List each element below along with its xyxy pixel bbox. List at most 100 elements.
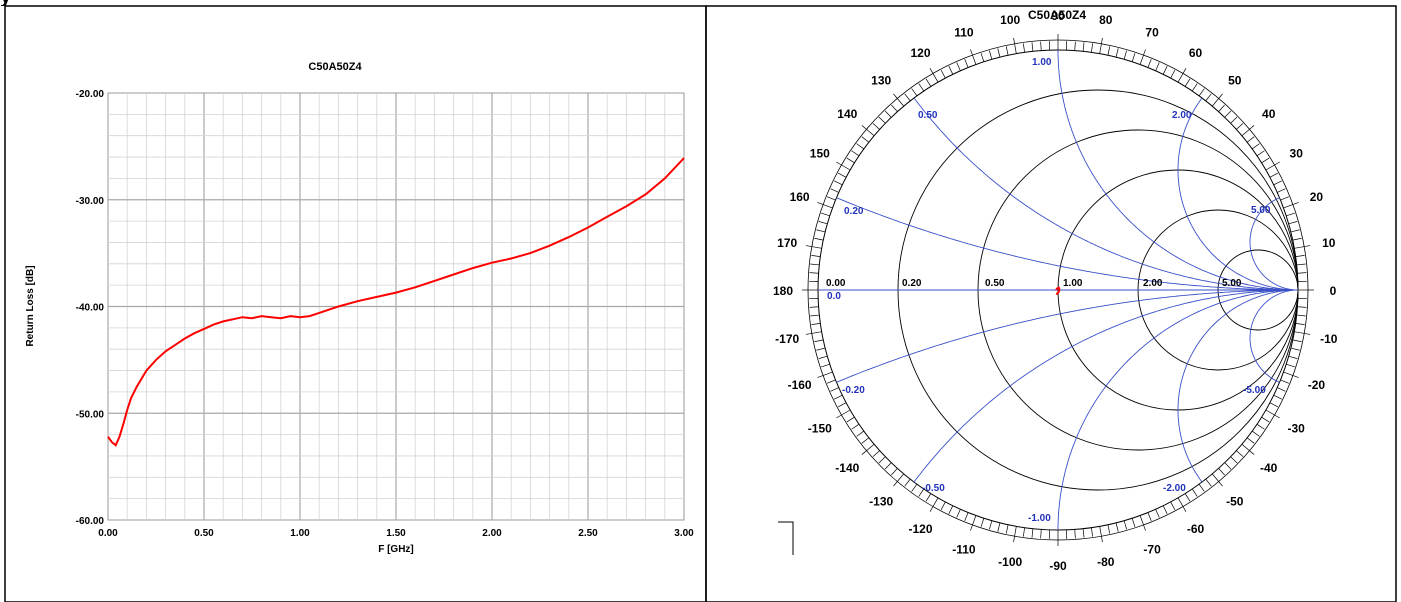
smith-reactance-arc bbox=[1249, 289, 1297, 383]
smith-angle-label-26: -40 bbox=[1260, 461, 1278, 475]
smith-angle-label-27: -130 bbox=[869, 495, 893, 509]
smith-angle-label-0: 90 bbox=[1051, 9, 1065, 23]
return-loss-chart-title: C50A50Z4 bbox=[308, 61, 362, 73]
smith-tick-mark bbox=[1162, 66, 1168, 75]
smith-tick-mark bbox=[1177, 497, 1187, 512]
smith-tick-mark bbox=[1256, 150, 1265, 157]
smith-tick-mark bbox=[1261, 416, 1270, 423]
return-loss-y-ticks: -20.00 -30.00 -40.00 -50.00 -60.00 bbox=[76, 89, 105, 527]
smith-tick-mark bbox=[1099, 526, 1103, 543]
return-loss-grid bbox=[108, 93, 684, 520]
smith-x-label-neg0.2: -0.20 bbox=[842, 385, 865, 396]
smith-tick-mark bbox=[1198, 483, 1205, 492]
smith-tick-mark bbox=[810, 314, 820, 317]
smith-tick-mark bbox=[1251, 430, 1260, 437]
smith-tick-mark bbox=[856, 430, 865, 437]
smith-r-label-2: 0.50 bbox=[985, 278, 1005, 289]
smith-tick-mark bbox=[980, 518, 985, 527]
smith-angle-label-2: 80 bbox=[1099, 13, 1113, 27]
smith-tick-mark bbox=[861, 136, 870, 143]
x-tick-label: 3.00 bbox=[674, 528, 694, 539]
smith-tick-mark bbox=[989, 50, 993, 60]
smith-tick-mark bbox=[1218, 104, 1225, 112]
smith-tick-mark bbox=[1218, 468, 1225, 476]
cutoff-heading: y bbox=[0, 0, 22, 6]
smith-tick-mark bbox=[1288, 221, 1298, 225]
smith-r-label-0: 0.00 bbox=[826, 278, 846, 289]
smith-tick-mark bbox=[1191, 83, 1198, 92]
smith-tick-mark bbox=[1295, 254, 1305, 257]
return-loss-chart: C50A50Z4 -20.00-30.00-40.00-50.00-60.00 … bbox=[25, 61, 694, 555]
smith-tick-mark bbox=[1022, 527, 1025, 537]
smith-x-label-neg0.5: -0.50 bbox=[922, 483, 945, 494]
smith-tick-mark bbox=[836, 161, 851, 171]
smith-tick-mark bbox=[1290, 229, 1300, 233]
smith-tick-mark bbox=[918, 488, 925, 497]
smith-tick-mark bbox=[805, 245, 822, 249]
smith-tick-mark bbox=[1297, 306, 1307, 308]
smith-reactance-arc bbox=[836, 289, 1297, 383]
cutoff-heading-text: y bbox=[0, 0, 22, 6]
smith-angle-label-25: -140 bbox=[835, 461, 859, 475]
smith-tick-mark bbox=[925, 493, 932, 502]
smith-tick-mark bbox=[1290, 347, 1300, 351]
smith-tick-mark bbox=[846, 157, 855, 164]
smith-tick-mark bbox=[1295, 323, 1305, 326]
smith-tick-mark bbox=[1280, 379, 1289, 384]
smith-tick-mark bbox=[878, 456, 886, 464]
smith-tick-mark bbox=[997, 522, 1001, 532]
smith-tick-mark bbox=[1236, 123, 1244, 130]
return-loss-x-axis-label: F [GHz] bbox=[378, 544, 414, 555]
y-tick-label: -60.00 bbox=[76, 516, 105, 527]
smith-tick-mark bbox=[816, 229, 826, 233]
smith-tick-mark bbox=[980, 53, 985, 62]
x-tick-label: 0.50 bbox=[194, 528, 214, 539]
right-cell-border bbox=[705, 5, 1397, 602]
smith-x-label-0.5: 0.50 bbox=[918, 110, 938, 121]
smith-tick-mark bbox=[834, 180, 843, 186]
smith-tick-mark bbox=[1091, 43, 1094, 53]
smith-tick-mark bbox=[1170, 69, 1176, 79]
smith-tick-mark bbox=[1256, 423, 1265, 430]
smith-tick-mark bbox=[925, 78, 932, 87]
smith-angle-label-3: 110 bbox=[954, 26, 974, 40]
smith-tick-mark bbox=[1022, 43, 1025, 53]
smith-tick-mark bbox=[1277, 387, 1286, 392]
smith-tick-mark bbox=[830, 188, 839, 193]
smith-tick-mark bbox=[1277, 188, 1286, 193]
smith-tick-mark bbox=[818, 355, 828, 359]
smith-tick-mark bbox=[1269, 402, 1279, 408]
smith-tick-mark bbox=[1297, 272, 1307, 274]
smith-angle-label-31: -110 bbox=[952, 542, 976, 556]
smith-tick-mark bbox=[1283, 371, 1299, 378]
smith-tick-mark bbox=[1074, 41, 1076, 51]
smith-tick-mark bbox=[1082, 42, 1085, 52]
smith-tick-mark bbox=[956, 62, 961, 71]
smith-tick-mark bbox=[1013, 526, 1017, 543]
smith-tick-mark bbox=[1230, 116, 1238, 124]
smith-x-label-1: 1.00 bbox=[1032, 57, 1052, 68]
smith-tick-mark bbox=[1005, 524, 1009, 534]
smith-tick-mark bbox=[1280, 196, 1289, 201]
smith-tick-mark bbox=[970, 49, 977, 65]
smith-tick-mark bbox=[1283, 202, 1299, 209]
smith-tick-mark bbox=[856, 143, 865, 150]
smith-tick-mark bbox=[817, 371, 833, 378]
smith-tick-mark bbox=[816, 347, 826, 351]
smith-tick-mark bbox=[884, 462, 892, 470]
smith-tick-mark bbox=[948, 66, 954, 75]
smith-angle-label-9: 140 bbox=[837, 107, 857, 121]
smith-tick-mark bbox=[1115, 522, 1119, 532]
smith-tick-mark bbox=[1224, 110, 1232, 118]
smith-tick-mark bbox=[837, 172, 847, 178]
smith-tick-mark bbox=[817, 202, 833, 209]
smith-tick-mark bbox=[956, 509, 961, 518]
smith-angle-label-8: 50 bbox=[1228, 73, 1242, 87]
smith-angle-label-32: -70 bbox=[1143, 542, 1161, 556]
smith-tick-mark bbox=[1147, 59, 1152, 68]
smith-angle-label-17: 180 bbox=[773, 284, 793, 298]
smith-reactance-arc bbox=[1177, 289, 1297, 483]
smith-tick-mark bbox=[884, 110, 892, 118]
smith-tick-mark bbox=[989, 520, 993, 530]
